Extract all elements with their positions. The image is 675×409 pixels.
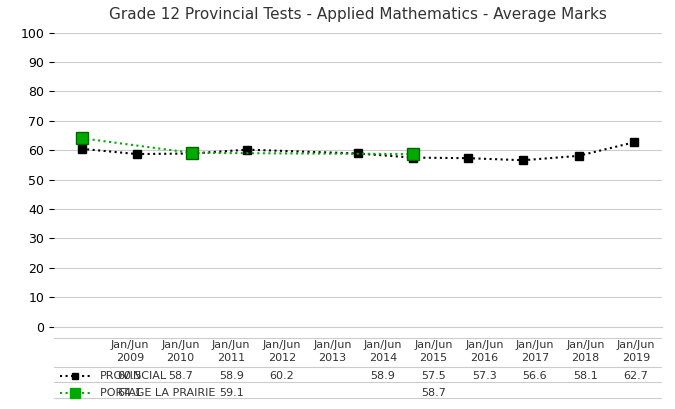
Text: 62.7: 62.7 [624,371,649,381]
Text: Jan/Jun: Jan/Jun [617,340,655,351]
Text: 2011: 2011 [217,353,245,363]
Text: 57.3: 57.3 [472,371,497,381]
Text: Jan/Jun: Jan/Jun [313,340,352,351]
Text: 58.9: 58.9 [371,371,396,381]
Text: 2017: 2017 [521,353,549,363]
Text: 59.1: 59.1 [219,388,244,398]
Text: 60.5: 60.5 [117,371,142,381]
Text: 56.6: 56.6 [522,371,547,381]
Text: 57.5: 57.5 [421,371,446,381]
Text: PORTAGE LA PRAIRIE: PORTAGE LA PRAIRIE [100,388,215,398]
Text: PROVINCIAL: PROVINCIAL [100,371,167,381]
Text: Jan/Jun: Jan/Jun [263,340,301,351]
Text: Jan/Jun: Jan/Jun [212,340,250,351]
Text: 2014: 2014 [369,353,397,363]
Text: 2019: 2019 [622,353,650,363]
Text: 58.7: 58.7 [168,371,193,381]
Text: 58.1: 58.1 [573,371,598,381]
Text: 58.9: 58.9 [219,371,244,381]
Text: 2012: 2012 [268,353,296,363]
Text: 64.1: 64.1 [117,388,142,398]
Text: 2010: 2010 [167,353,194,363]
Text: Jan/Jun: Jan/Jun [566,340,605,351]
Text: Jan/Jun: Jan/Jun [414,340,453,351]
Text: 2018: 2018 [572,353,599,363]
Title: Grade 12 Provincial Tests - Applied Mathematics - Average Marks: Grade 12 Provincial Tests - Applied Math… [109,7,607,22]
Text: Jan/Jun: Jan/Jun [161,340,200,351]
Text: 2009: 2009 [116,353,144,363]
Text: 2015: 2015 [420,353,448,363]
Text: Jan/Jun: Jan/Jun [364,340,402,351]
Text: 58.7: 58.7 [421,388,446,398]
Text: Jan/Jun: Jan/Jun [516,340,554,351]
Text: 2013: 2013 [319,353,346,363]
Text: 2016: 2016 [470,353,498,363]
Text: Jan/Jun: Jan/Jun [111,340,149,351]
Text: 60.2: 60.2 [269,371,294,381]
Text: Jan/Jun: Jan/Jun [465,340,504,351]
